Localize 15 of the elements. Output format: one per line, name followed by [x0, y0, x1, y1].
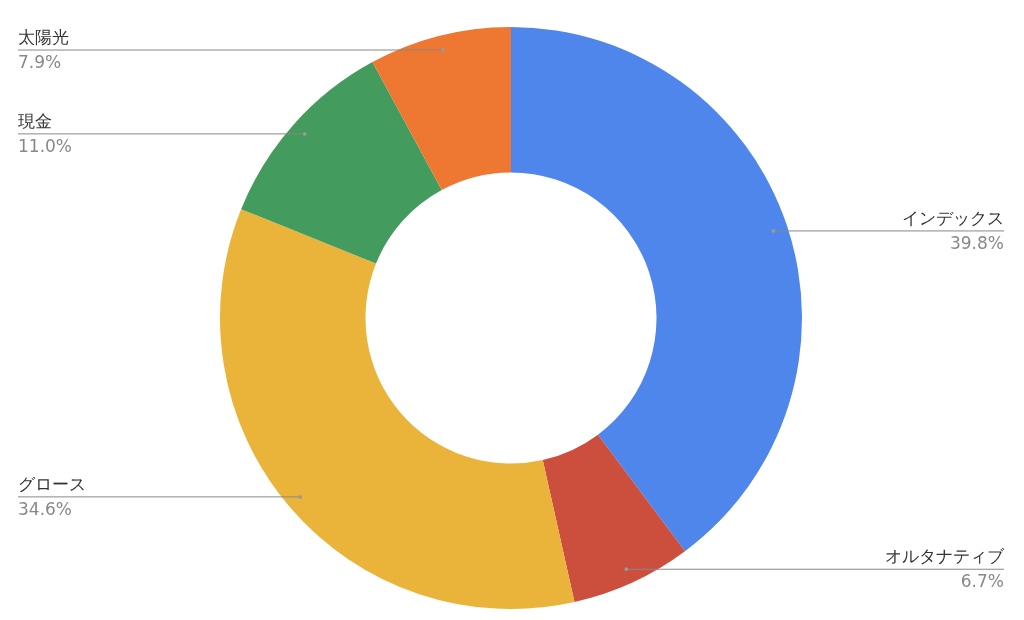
data-label: 7.9%: [18, 52, 62, 73]
donut-slice: [542, 434, 685, 602]
donut-slice: [372, 27, 511, 191]
slice-label: 現金: [18, 110, 52, 131]
slice-label: グロース: [18, 473, 86, 494]
data-label: 11.0%: [18, 135, 73, 156]
slice-label: オルタナティブ: [885, 546, 1005, 567]
data-label: 39.8%: [949, 232, 1004, 253]
donut-slice: [511, 27, 802, 552]
donut-slice: [220, 209, 575, 609]
data-label: 34.6%: [18, 498, 73, 519]
slice-label: 太陽光: [18, 27, 69, 48]
data-label: 6.7%: [960, 571, 1004, 592]
donut-slice: [241, 62, 442, 264]
slice-label: インデックス: [902, 207, 1004, 228]
